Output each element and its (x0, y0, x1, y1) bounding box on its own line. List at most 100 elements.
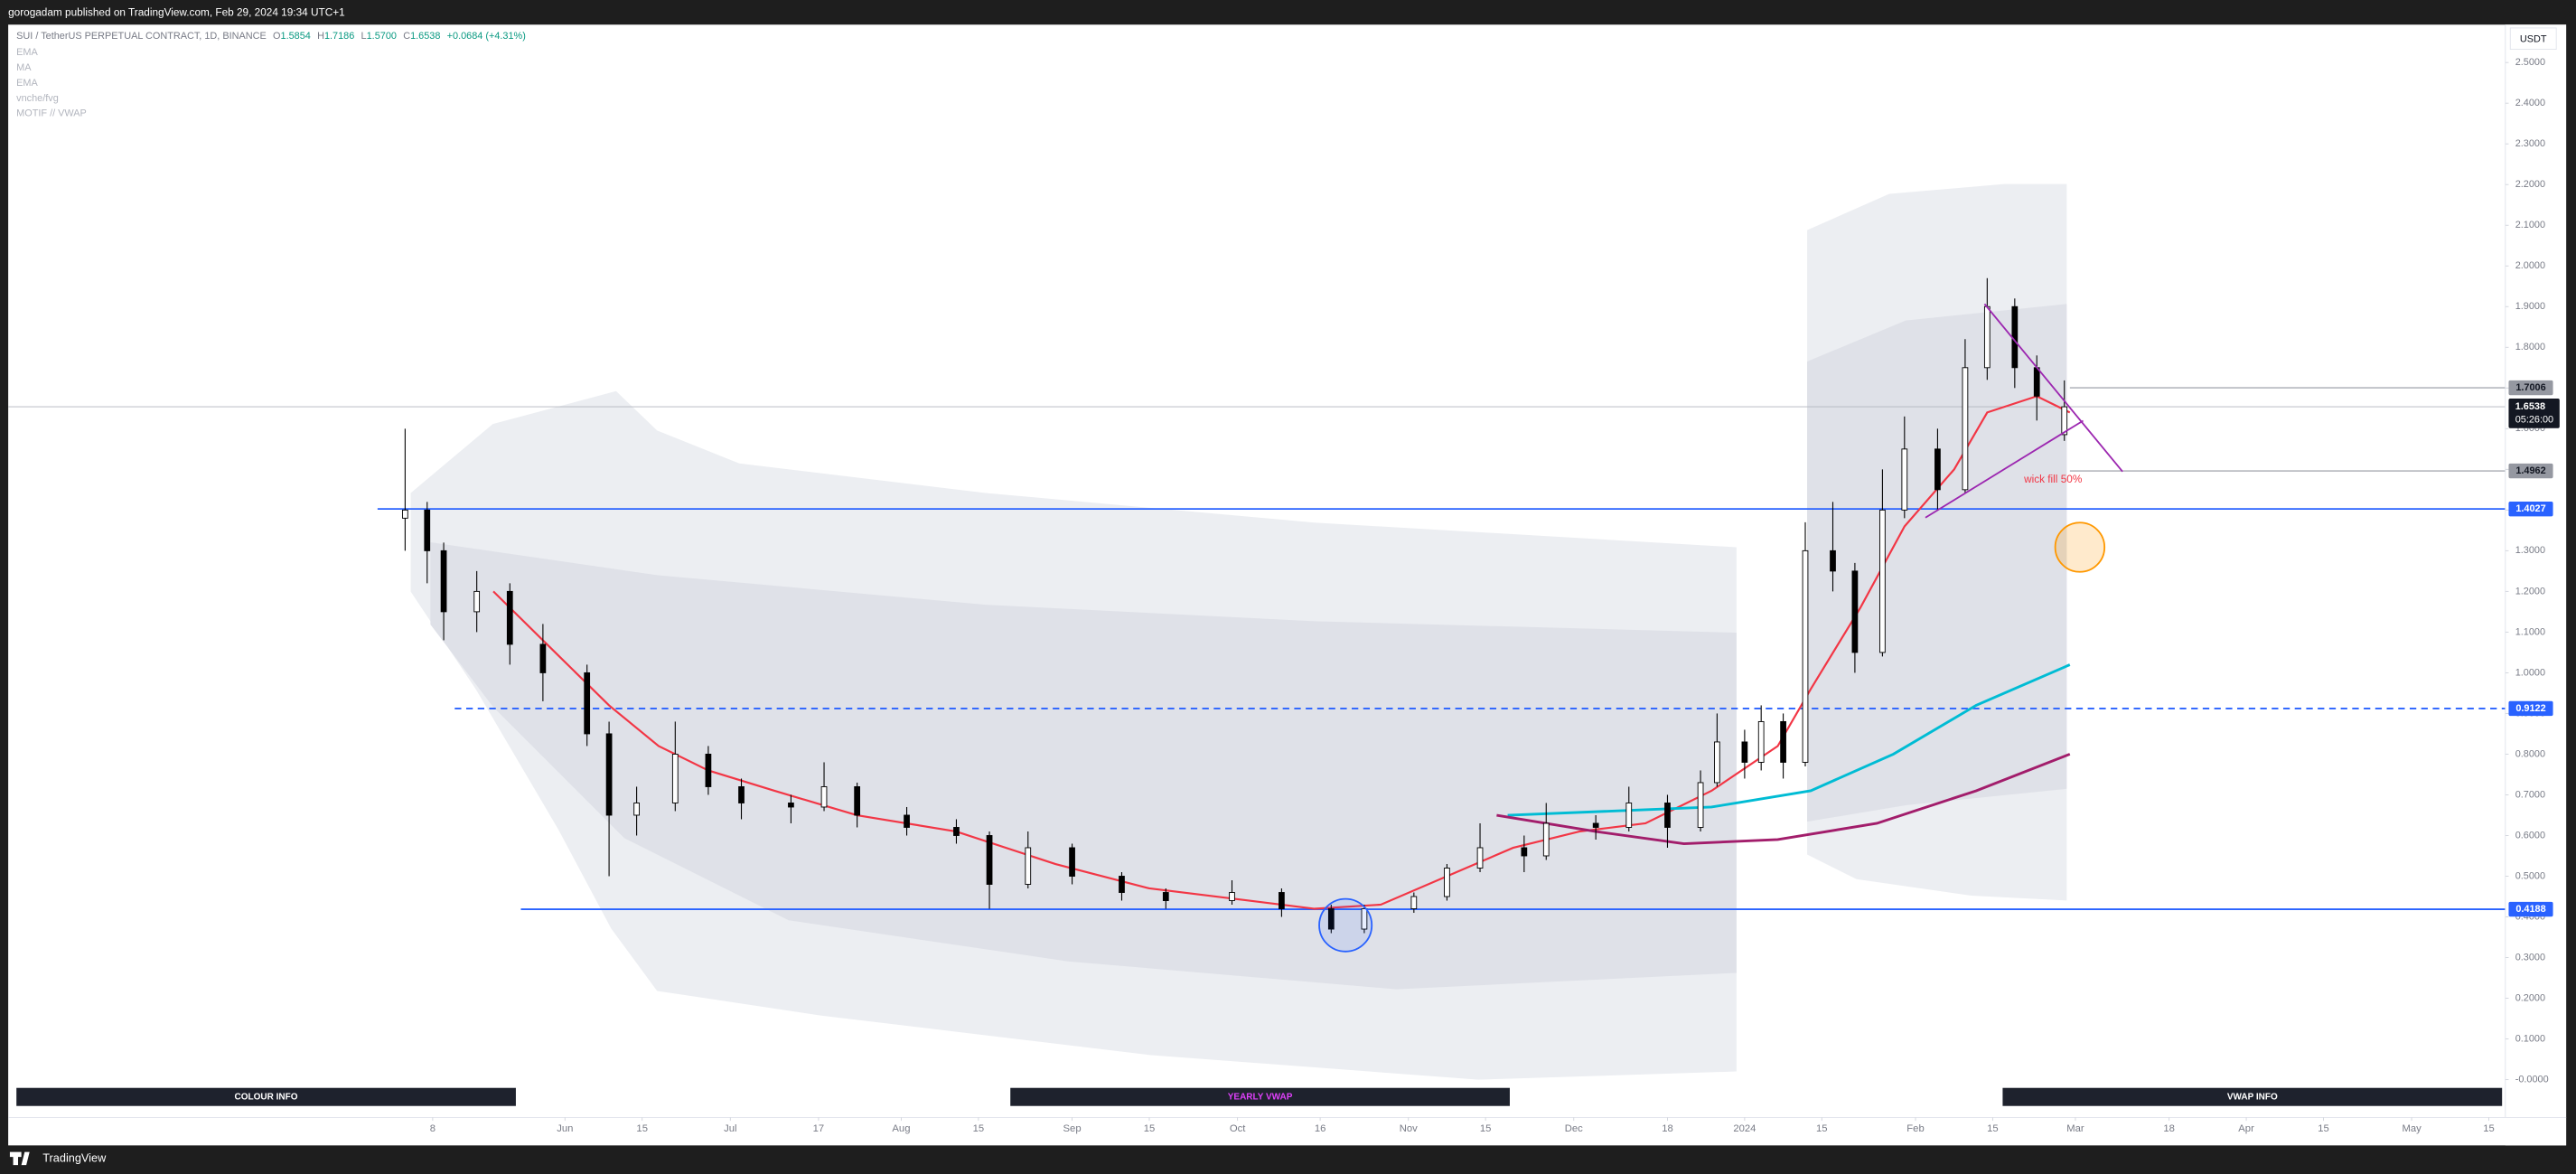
x-tick-label: Sep (1063, 1123, 1082, 1134)
brand: TradingView (42, 1151, 107, 1164)
x-tick-label: 15 (2483, 1123, 2495, 1134)
y-tick-label: 1.1000 (2515, 626, 2545, 637)
highlight-circle (1318, 897, 1373, 953)
moving-average (1507, 663, 2071, 817)
currency[interactable]: USDT (2520, 34, 2547, 45)
info-button[interactable] (16, 1087, 516, 1106)
candle-body (820, 786, 828, 808)
y-tick-label: 0.6000 (2515, 830, 2545, 841)
overlay: SUI / TetherUS PERPETUAL CONTRACT, 1D, B… (16, 31, 2560, 1134)
candle-body (1851, 570, 1859, 653)
candle-body (1542, 822, 1550, 857)
y-tick-label: 2.3000 (2515, 138, 2545, 149)
x-tick-label: Dec (1565, 1123, 1583, 1134)
x-tick-label: 17 (813, 1123, 825, 1134)
candle-body (1521, 847, 1528, 857)
candle-body (424, 509, 431, 551)
y-tick-label: 2.0000 (2515, 260, 2545, 271)
candle-body (788, 803, 794, 808)
candle-body (633, 803, 640, 816)
candle-body (1780, 720, 1786, 763)
moving-average (492, 395, 2071, 910)
candle-body (1625, 803, 1633, 828)
x-tick-label: 15 (973, 1123, 985, 1134)
candle-body (1069, 847, 1075, 877)
y-tick-label: 2.5000 (2515, 57, 2545, 68)
candle-body (2011, 305, 2019, 369)
info-button-label[interactable]: VWAP INFO (2227, 1092, 2278, 1102)
indicator-name[interactable]: MOTIF // VWAP (16, 108, 87, 119)
currency-box[interactable] (2509, 27, 2557, 51)
plot (8, 277, 2506, 934)
candle-body (705, 753, 712, 787)
candle-body (1697, 782, 1704, 828)
candle-body (1879, 509, 1886, 653)
ohlc-key: C (403, 31, 410, 42)
candle-body (738, 786, 745, 803)
indicator-name[interactable]: MA (16, 62, 32, 73)
header-text: gorogadam published on TradingView.com, … (8, 6, 345, 19)
candle-body (1741, 741, 1748, 763)
candle-body (539, 643, 547, 673)
candle-body (1361, 908, 1368, 930)
candle-body (584, 672, 591, 735)
price-axis (2505, 24, 2567, 1146)
candle-body (1901, 448, 1908, 511)
candle-body (2061, 406, 2068, 436)
y-tick-label: 0.3000 (2515, 952, 2545, 963)
x-tick-label: Jul (724, 1123, 736, 1134)
y-tick-label: 1.0000 (2515, 667, 2545, 678)
candle-body (1444, 868, 1450, 897)
candle-body (1476, 847, 1484, 869)
y-tick-label: 1.8000 (2515, 342, 2545, 352)
info-button[interactable] (2002, 1087, 2503, 1106)
candle-body (1327, 908, 1335, 930)
annotation: wick fill 50% (2023, 473, 2083, 485)
candle-body (1410, 896, 1418, 909)
ohlc-value: 1.7186 (324, 31, 354, 42)
symbol: SUI / TetherUS PERPETUAL CONTRACT, 1D, B… (16, 31, 267, 42)
candle-body (1162, 892, 1169, 901)
indicator-name[interactable]: EMA (16, 47, 38, 58)
y-tick-label: 0.7000 (2515, 789, 2545, 800)
info-button-label[interactable]: COLOUR INFO (235, 1092, 298, 1102)
yearly-vwap-inner-band (430, 542, 1737, 990)
level-label: 0.4188 (2515, 904, 2545, 915)
x-tick-label: 15 (1480, 1123, 1492, 1134)
last-price-label: 1.6538 (2515, 401, 2545, 412)
vwap-inner-band (1807, 304, 2067, 822)
x-tick-label: 8 (430, 1123, 436, 1134)
candle-body (1229, 892, 1235, 901)
y-tick-label: 1.3000 (2515, 545, 2545, 556)
ohlc-key: O (273, 31, 280, 42)
candle-body (506, 590, 513, 645)
level-label-box (2508, 463, 2553, 479)
candle-body (1025, 847, 1032, 885)
level-label: 1.4962 (2515, 465, 2545, 476)
indicator-name[interactable]: EMA (16, 78, 38, 89)
y-tick-label: 0.5000 (2515, 870, 2545, 881)
candle-body (1934, 448, 1941, 491)
symbol-legend: SUI / TetherUS PERPETUAL CONTRACT, 1D, B… (16, 31, 526, 42)
candle-body (1592, 822, 1599, 828)
candle-body (401, 509, 408, 519)
y-tick-label: 2.1000 (2515, 220, 2545, 230)
y-tick-label: 0.8000 (2515, 748, 2545, 759)
y-tick-label: 0.1000 (2515, 1033, 2545, 1044)
candle-body (1279, 892, 1285, 909)
indicator-name[interactable]: vnche/fvg (16, 93, 59, 104)
info-button[interactable] (1010, 1087, 1510, 1106)
x-tick-label: Oct (1230, 1123, 1246, 1134)
level-label-box (2508, 380, 2553, 396)
trendline (1983, 303, 2123, 473)
candle-body (2033, 367, 2040, 397)
x-tick-label: 15 (636, 1123, 648, 1134)
candle-body (953, 827, 960, 836)
info-button-label[interactable]: YEARLY VWAP (1228, 1092, 1293, 1102)
y-tick-label: 0.2000 (2515, 992, 2545, 1003)
change: +0.0684 (+4.31%) (447, 31, 526, 42)
ohlc-value: 1.5700 (367, 31, 397, 42)
countdown: 05:26:00 (2515, 415, 2553, 426)
